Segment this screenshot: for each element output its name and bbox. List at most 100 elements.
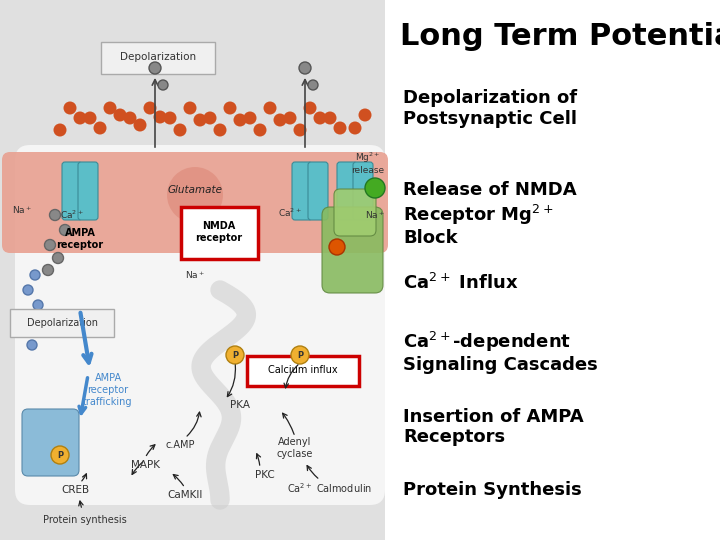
Circle shape: [329, 239, 345, 255]
FancyBboxPatch shape: [214, 211, 229, 260]
Circle shape: [51, 446, 69, 464]
FancyBboxPatch shape: [322, 207, 383, 293]
Circle shape: [274, 113, 287, 126]
Text: Depolarization: Depolarization: [27, 318, 97, 328]
Circle shape: [291, 346, 309, 364]
Text: CaMKII: CaMKII: [167, 490, 203, 500]
Circle shape: [174, 124, 186, 137]
Circle shape: [27, 340, 37, 350]
Circle shape: [33, 300, 43, 310]
Text: Long Term Potentiation: Long Term Potentiation: [400, 22, 720, 51]
Bar: [385, 0, 720, 540]
Circle shape: [60, 225, 71, 235]
FancyBboxPatch shape: [15, 145, 385, 505]
Text: Mg$^{2+}$
release: Mg$^{2+}$ release: [351, 151, 384, 176]
Circle shape: [23, 285, 33, 295]
Text: Depolarization: Depolarization: [120, 52, 196, 62]
Text: Insertion of AMPA
Receptors: Insertion of AMPA Receptors: [403, 408, 584, 447]
FancyBboxPatch shape: [202, 211, 217, 260]
FancyBboxPatch shape: [10, 309, 114, 337]
Circle shape: [214, 124, 227, 137]
Circle shape: [313, 111, 326, 125]
Text: Na$^+$: Na$^+$: [12, 204, 32, 216]
FancyBboxPatch shape: [247, 356, 359, 386]
Text: Na$^+$: Na$^+$: [365, 209, 385, 221]
Circle shape: [184, 102, 197, 114]
Circle shape: [84, 111, 96, 125]
Text: Protein synthesis: Protein synthesis: [43, 515, 127, 525]
Circle shape: [25, 313, 35, 323]
Text: Ca$^{2+}$-dependent
Signaling Cascades: Ca$^{2+}$-dependent Signaling Cascades: [403, 329, 598, 374]
Text: Glutamate: Glutamate: [168, 185, 222, 195]
Circle shape: [308, 80, 318, 90]
Text: PKA: PKA: [230, 400, 250, 410]
FancyBboxPatch shape: [62, 162, 82, 220]
Circle shape: [233, 113, 246, 126]
Circle shape: [323, 111, 336, 125]
Circle shape: [243, 111, 256, 125]
Circle shape: [143, 102, 156, 114]
Text: Ca$^{2+}$: Ca$^{2+}$: [278, 207, 302, 219]
Circle shape: [133, 118, 146, 132]
Circle shape: [253, 124, 266, 137]
Circle shape: [114, 109, 127, 122]
Circle shape: [30, 270, 40, 280]
Text: P: P: [57, 450, 63, 460]
Circle shape: [94, 122, 107, 134]
Text: NMDA
receptor: NMDA receptor: [195, 221, 243, 243]
FancyBboxPatch shape: [101, 42, 215, 74]
Text: AMPA
receptor: AMPA receptor: [56, 228, 104, 249]
Text: Ca$^{2+}$ Influx: Ca$^{2+}$ Influx: [403, 273, 518, 293]
FancyBboxPatch shape: [0, 0, 415, 540]
Text: MAPK: MAPK: [130, 460, 160, 470]
Circle shape: [53, 253, 63, 264]
Circle shape: [284, 111, 297, 125]
FancyBboxPatch shape: [2, 152, 388, 253]
Text: Na$^+$: Na$^+$: [185, 269, 205, 281]
Text: Protein Synthesis: Protein Synthesis: [403, 481, 582, 498]
Circle shape: [304, 102, 317, 114]
Text: P: P: [297, 350, 303, 360]
Circle shape: [167, 167, 223, 223]
Text: Release of NMDA
Receptor Mg$^{2+}$
Block: Release of NMDA Receptor Mg$^{2+}$ Block: [403, 181, 577, 247]
FancyBboxPatch shape: [334, 189, 376, 236]
Circle shape: [45, 240, 55, 251]
FancyBboxPatch shape: [78, 162, 98, 220]
Text: Adenyl
cyclase: Adenyl cyclase: [276, 437, 313, 459]
Circle shape: [124, 111, 137, 125]
Circle shape: [264, 102, 276, 114]
Circle shape: [365, 178, 385, 198]
Circle shape: [149, 62, 161, 74]
Text: Ca$^{2+}$ Calmodulin: Ca$^{2+}$ Calmodulin: [287, 481, 372, 495]
Circle shape: [53, 124, 66, 137]
Circle shape: [104, 102, 117, 114]
FancyBboxPatch shape: [22, 409, 79, 476]
Text: c.AMP: c.AMP: [166, 440, 194, 450]
FancyBboxPatch shape: [181, 207, 258, 259]
Circle shape: [359, 109, 372, 122]
Circle shape: [63, 102, 76, 114]
FancyBboxPatch shape: [308, 162, 328, 220]
Circle shape: [299, 62, 311, 74]
Circle shape: [37, 325, 47, 335]
Circle shape: [163, 111, 176, 125]
Circle shape: [50, 210, 60, 220]
Text: P: P: [232, 350, 238, 360]
Text: Ca$^{2+}$: Ca$^{2+}$: [60, 209, 84, 221]
Circle shape: [223, 102, 236, 114]
Circle shape: [294, 124, 307, 137]
Text: PKC: PKC: [255, 470, 275, 480]
Text: Calcium influx: Calcium influx: [268, 365, 338, 375]
Circle shape: [194, 113, 207, 126]
Circle shape: [333, 122, 346, 134]
Text: Depolarization of
Postsynaptic Cell: Depolarization of Postsynaptic Cell: [403, 89, 577, 128]
Circle shape: [153, 111, 166, 124]
Circle shape: [42, 265, 53, 275]
FancyBboxPatch shape: [337, 162, 357, 220]
Text: CREB: CREB: [61, 485, 89, 495]
Circle shape: [348, 122, 361, 134]
FancyBboxPatch shape: [353, 162, 373, 220]
Circle shape: [204, 111, 217, 125]
Circle shape: [158, 80, 168, 90]
Text: AMPA
receptor
trafficking: AMPA receptor trafficking: [84, 373, 132, 407]
